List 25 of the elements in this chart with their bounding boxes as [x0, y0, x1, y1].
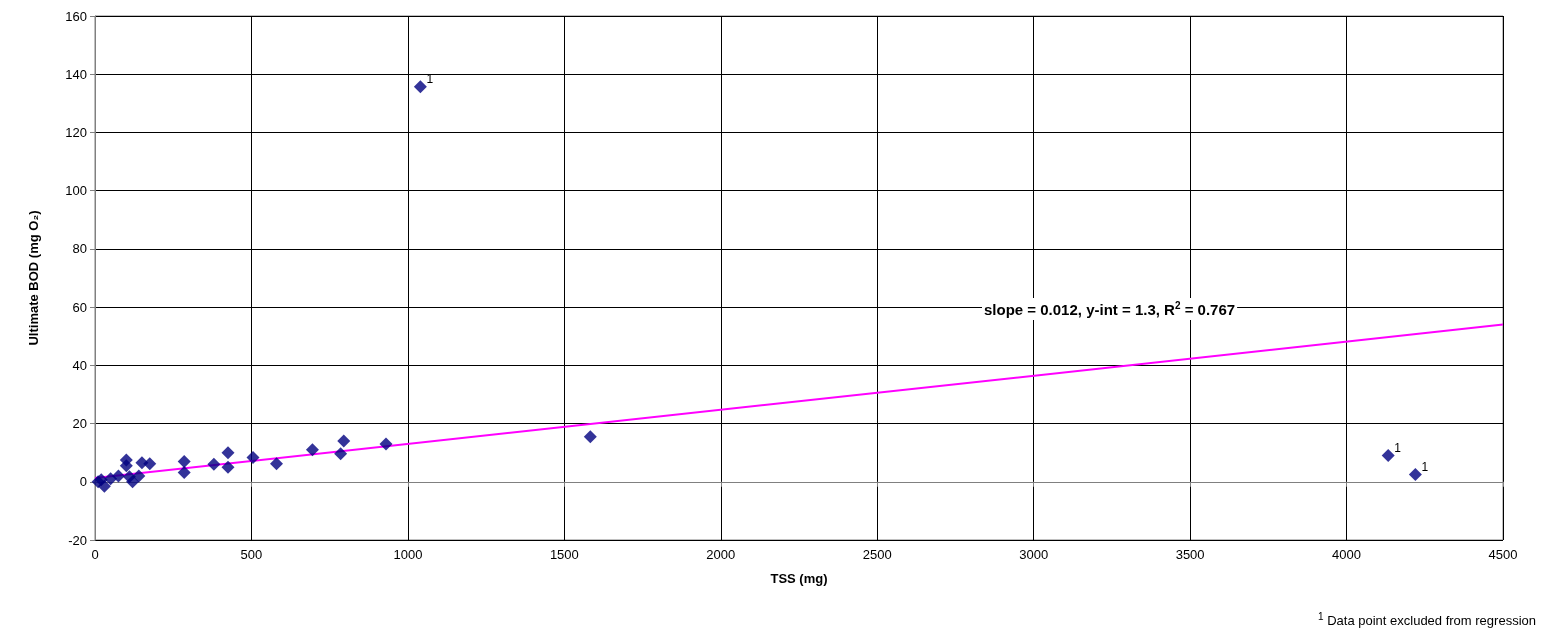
- y-tick-label: 40: [72, 357, 87, 373]
- x-tick-label: 0: [91, 547, 99, 562]
- x-tick-label: 4500: [1488, 547, 1518, 562]
- y-axis-title: Ultimate BOD (mg O₂): [26, 210, 41, 346]
- x-tick-label: 2500: [862, 547, 892, 562]
- x-tick-label: 1500: [549, 547, 579, 562]
- annotation: 1: [1394, 440, 1402, 455]
- y-tick-label: 100: [65, 183, 87, 199]
- y-tick-label: -20: [68, 532, 87, 548]
- y-tick-label: 120: [65, 124, 87, 140]
- y-tick-label: 140: [65, 66, 87, 82]
- y-tick-label: 60: [72, 299, 87, 315]
- annotation: 1: [1421, 459, 1429, 474]
- x-tick-label: 500: [240, 547, 263, 562]
- x-tick-label: 3000: [1019, 547, 1049, 562]
- x-tick-label: 4000: [1332, 547, 1362, 562]
- y-tick-label: 0: [79, 474, 87, 490]
- x-axis-title: TSS (mg): [770, 571, 828, 586]
- y-tick-label: 80: [72, 241, 87, 257]
- y-tick-label: 20: [72, 416, 87, 432]
- x-tick-label: 2000: [706, 547, 736, 562]
- y-tick-label: 160: [65, 8, 87, 24]
- x-tick-label: 3500: [1175, 547, 1205, 562]
- x-tick-label: 1000: [393, 547, 423, 562]
- text: 1 Data point excluded from regression: [1318, 611, 1537, 628]
